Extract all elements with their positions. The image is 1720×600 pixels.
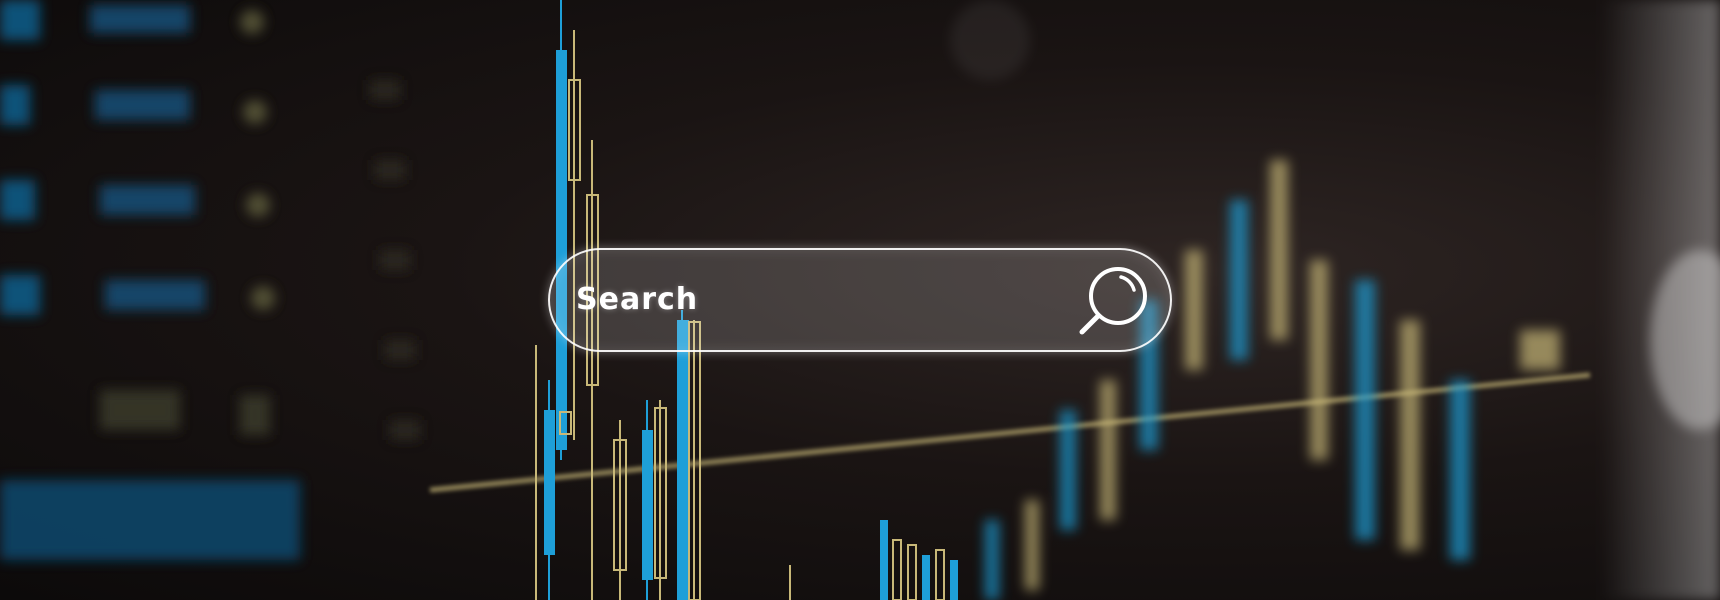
search-label: Search: [576, 280, 698, 320]
search-icon[interactable]: [1076, 264, 1152, 340]
search-bar[interactable]: Search: [548, 248, 1172, 352]
